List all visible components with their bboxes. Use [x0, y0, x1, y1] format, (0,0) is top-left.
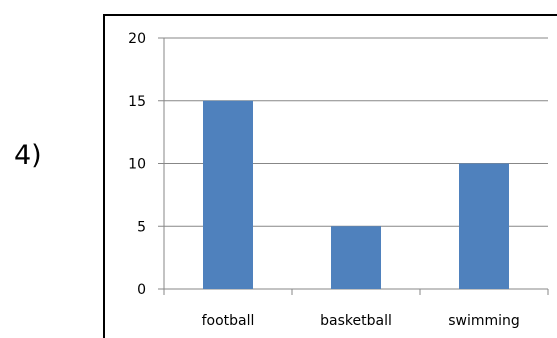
bar-basketball — [331, 226, 381, 289]
bar-swimming — [459, 163, 509, 289]
y-tick-label: 20 — [128, 31, 146, 47]
bar-football — [203, 100, 253, 289]
x-tick-labels: football basketball swimming — [202, 313, 520, 329]
y-tick-label: 5 — [137, 219, 146, 235]
question-number: 4) — [14, 140, 42, 171]
x-tick-label: swimming — [448, 313, 520, 329]
y-tick-label: 10 — [128, 157, 146, 173]
x-tick-label: basketball — [320, 313, 392, 329]
chart-frame — [103, 14, 557, 338]
y-tick-labels: 0 5 10 15 20 — [128, 31, 146, 298]
y-tick-label: 0 — [137, 282, 146, 298]
bars — [203, 100, 509, 289]
x-tick-label: football — [202, 313, 255, 329]
y-tick-label: 15 — [128, 94, 146, 110]
